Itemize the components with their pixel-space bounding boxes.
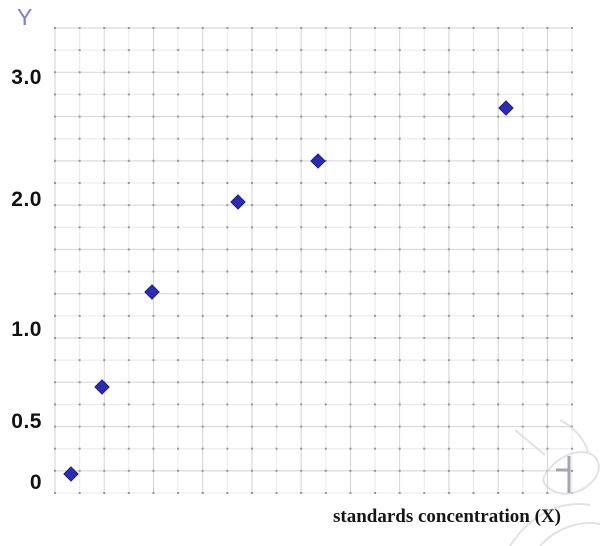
y-tick-label-0.5: 0.5 [11, 409, 42, 433]
y-tick-label-0: 0 [29, 471, 42, 494]
y-axis-title: Y [17, 4, 33, 30]
y-tick-label-1.0: 1.0 [11, 318, 42, 342]
y-tick-label-3.0: 3.0 [11, 65, 42, 89]
x-axis-title: standards concentration (X) [333, 506, 561, 527]
y-tick-label-2.0: 2.0 [11, 188, 42, 211]
